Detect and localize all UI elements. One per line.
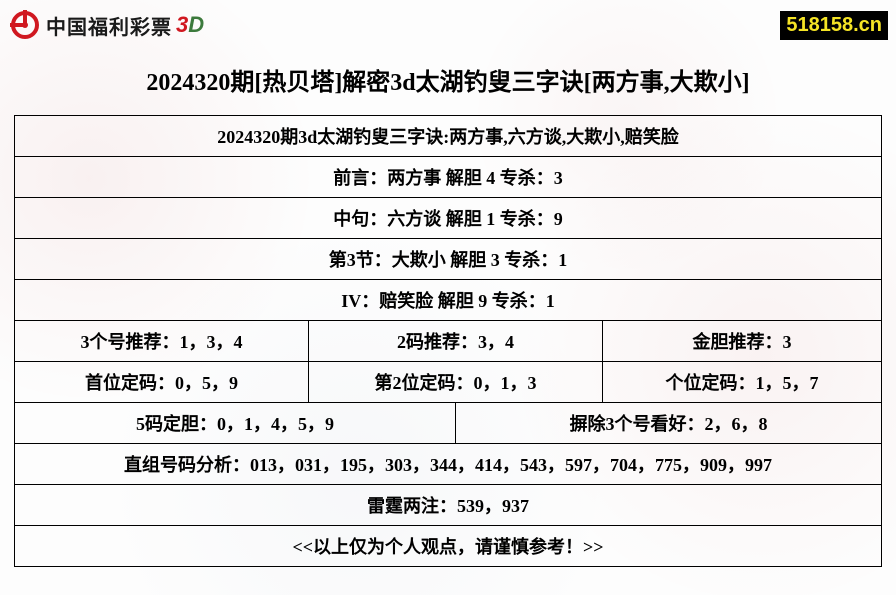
watermark-badge: 518158.cn xyxy=(780,11,888,40)
cell-5code: 5码定胆：0，1，4，5，9 xyxy=(15,403,456,444)
cell-combo-analysis: 直组号码分析：013，031，195，303，344，414，543，597，7… xyxy=(15,444,882,485)
cell-rec-2code: 2码推荐：3，4 xyxy=(309,321,603,362)
table-row: 首位定码：0，5，9 第2位定码：0，1，3 个位定码：1，5，7 xyxy=(15,362,882,403)
table-row: 中句：六方谈 解胆 1 专杀：9 xyxy=(15,198,882,239)
table-row: 3个号推荐：1，3，4 2码推荐：3，4 金胆推荐：3 xyxy=(15,321,882,362)
cell-disclaimer: <<以上仅为个人观点，请谨慎参考！>> xyxy=(15,526,882,567)
cell-exclude3: 摒除3个号看好：2，6，8 xyxy=(456,403,882,444)
cell-pos3: 个位定码：1，5，7 xyxy=(603,362,882,403)
cell-rec-gold: 金胆推荐：3 xyxy=(603,321,882,362)
cell-thunder: 雷霆两注：539，937 xyxy=(15,485,882,526)
page-title: 2024320期[热贝塔]解密3d太湖钓叟三字诀[两方事,大欺小] xyxy=(0,62,896,97)
brand-text: 中国福利彩票 xyxy=(46,11,172,40)
cell-line-2: 中句：六方谈 解胆 1 专杀：9 xyxy=(15,198,882,239)
brand-d: D xyxy=(188,12,204,37)
cell-rec-3num: 3个号推荐：1，3，4 xyxy=(15,321,309,362)
cell-phrase-summary: 2024320期3d太湖钓叟三字诀:两方事,六方谈,大欺小,赔笑脸 xyxy=(15,116,882,157)
header: 中国福利彩票 3D 518158.cn xyxy=(0,0,896,44)
analysis-table: 2024320期3d太湖钓叟三字诀:两方事,六方谈,大欺小,赔笑脸 前言：两方事… xyxy=(14,115,882,567)
table-row: 雷霆两注：539，937 xyxy=(15,485,882,526)
cell-pos1: 首位定码：0，5，9 xyxy=(15,362,309,403)
table-row: 前言：两方事 解胆 4 专杀：3 xyxy=(15,157,882,198)
table-row: 第3节：大欺小 解胆 3 专杀：1 xyxy=(15,239,882,280)
cell-line-1: 前言：两方事 解胆 4 专杀：3 xyxy=(15,157,882,198)
brand-3: 3 xyxy=(176,12,188,37)
table-row: IV：赔笑脸 解胆 9 专杀：1 xyxy=(15,280,882,321)
table-row: 直组号码分析：013，031，195，303，344，414，543，597，7… xyxy=(15,444,882,485)
table-row: 2024320期3d太湖钓叟三字诀:两方事,六方谈,大欺小,赔笑脸 xyxy=(15,116,882,157)
cell-pos2: 第2位定码：0，1，3 xyxy=(309,362,603,403)
cell-line-3: 第3节：大欺小 解胆 3 专杀：1 xyxy=(15,239,882,280)
cell-line-4: IV：赔笑脸 解胆 9 专杀：1 xyxy=(15,280,882,321)
brand: 中国福利彩票 3D xyxy=(8,8,204,42)
table-row: 5码定胆：0，1，4，5，9 摒除3个号看好：2，6，8 xyxy=(15,403,882,444)
welfare-lottery-logo-icon xyxy=(8,8,42,42)
table-row: <<以上仅为个人观点，请谨慎参考！>> xyxy=(15,526,882,567)
brand-3d: 3D xyxy=(176,12,204,38)
